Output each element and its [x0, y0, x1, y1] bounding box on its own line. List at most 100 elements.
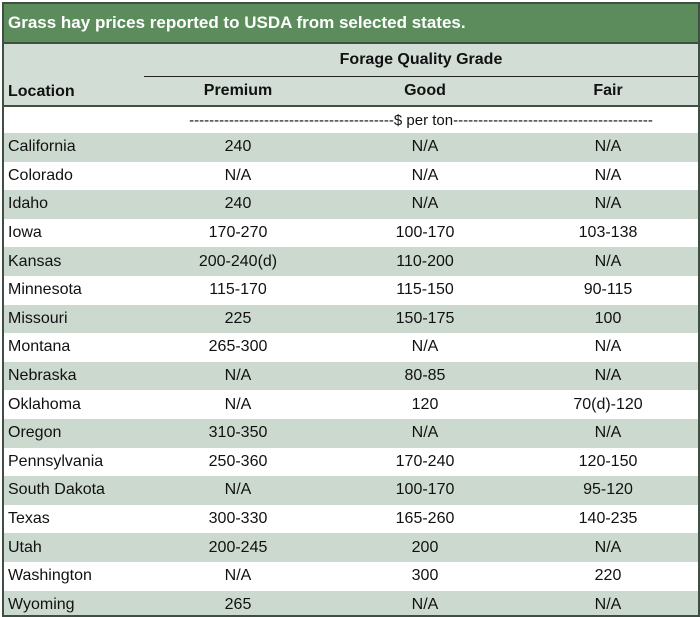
premium-price-cell: N/A [224, 567, 252, 585]
good-price-cell: N/A [411, 195, 439, 213]
location-cell: Oklahoma [8, 395, 81, 413]
table-row: Pennsylvania 250-360 170-240 120-150 [4, 447, 698, 477]
good-price-cell: 300 [411, 567, 439, 585]
good-price-cell: 200 [411, 538, 439, 556]
table-row: Colorado N/A N/A N/A [4, 161, 698, 191]
good-price-cell: 170-240 [395, 452, 455, 470]
good-price-cell: 150-175 [395, 309, 455, 327]
table-row: Minnesota 115-170 115-150 90-115 [4, 275, 698, 305]
table-row: Kansas 200-240(d) 110-200 N/A [4, 247, 698, 276]
good-price-cell: 80-85 [404, 367, 446, 385]
premium-price-cell: 250-360 [208, 452, 268, 470]
good-price-cell: 100-170 [395, 481, 455, 499]
location-cell: Washington [8, 567, 92, 585]
fair-price-cell: N/A [594, 338, 622, 356]
table-title: Grass hay prices reported to USDA from s… [4, 4, 698, 44]
table-body: California 240 N/A N/A Colorado N/A N/A N/A Idah… [4, 133, 698, 615]
location-cell: Minnesota [8, 281, 82, 299]
good-price-cell: N/A [411, 166, 439, 184]
location-cell: Colorado [8, 166, 73, 184]
location-cell: Utah [8, 538, 42, 556]
premium-price-cell: 170-270 [208, 224, 268, 242]
premium-price-cell: 115-170 [209, 281, 267, 299]
fair-price-cell: 103-138 [578, 224, 638, 242]
fair-price-cell: 120-150 [578, 452, 638, 470]
fair-price-cell: N/A [594, 138, 622, 156]
header-spacer [4, 44, 144, 76]
fair-column-header: Fair [593, 81, 623, 99]
location-cell: Wyoming [8, 595, 75, 613]
good-price-cell: N/A [411, 138, 439, 156]
units-spacer [4, 106, 144, 133]
header-group-row: Forage Quality Grade [4, 44, 698, 77]
premium-price-cell: 265-300 [208, 338, 268, 356]
table-row: Iowa 170-270 100-170 103-138 [4, 218, 698, 248]
fair-price-cell: N/A [594, 367, 622, 385]
premium-price-cell: 300-330 [208, 510, 268, 528]
premium-price-cell: 240 [224, 195, 252, 213]
units-label: ----------------------------------------… [189, 111, 653, 129]
premium-price-cell: N/A [224, 367, 252, 385]
good-price-cell: 120 [411, 395, 439, 413]
table-row: Oregon 310-350 N/A N/A [4, 418, 698, 448]
fair-price-cell: N/A [594, 195, 622, 213]
good-price-cell: N/A [411, 424, 439, 442]
fair-price-cell: N/A [594, 538, 622, 556]
table-row: Missouri 225 150-175 100 [4, 304, 698, 334]
hay-price-table: Forage Quality Grade Location Premium Go… [4, 44, 698, 615]
location-cell: California [8, 138, 76, 156]
good-price-cell: N/A [411, 595, 439, 613]
table-row: Utah 200-245 200 N/A [4, 533, 698, 562]
location-cell: South Dakota [8, 481, 105, 499]
premium-price-cell: 265 [224, 595, 252, 613]
premium-price-cell: N/A [224, 395, 252, 413]
good-price-cell: 110-200 [396, 252, 454, 270]
premium-price-cell: 200-245 [208, 538, 268, 556]
location-cell: Nebraska [8, 367, 77, 385]
location-cell: Montana [8, 338, 71, 356]
fair-price-cell: N/A [594, 252, 622, 270]
forage-quality-grade-header: Forage Quality Grade [144, 44, 698, 77]
good-price-cell: 115-150 [396, 281, 454, 299]
units-row: ----------------------------------------… [4, 106, 698, 133]
good-price-cell: N/A [411, 338, 439, 356]
location-cell: Texas [8, 510, 50, 528]
fair-price-cell: 70(d)-120 [573, 395, 643, 413]
table-row: Nebraska N/A 80-85 N/A [4, 361, 698, 391]
good-column-header: Good [404, 81, 446, 99]
location-cell: Missouri [8, 309, 68, 327]
good-price-cell: 165-260 [395, 510, 455, 528]
location-cell: Idaho [8, 195, 49, 213]
good-price-cell: 100-170 [395, 224, 455, 242]
premium-price-cell: 240 [224, 138, 252, 156]
premium-price-cell: 310-350 [208, 424, 268, 442]
premium-price-cell: 200-240(d) [198, 252, 278, 270]
table-row: Idaho 240 N/A N/A [4, 190, 698, 219]
fair-price-cell: N/A [594, 424, 622, 442]
fair-price-cell: 90-115 [583, 281, 633, 299]
location-cell: Iowa [8, 224, 42, 242]
fair-price-cell: N/A [594, 595, 622, 613]
location-cell: Kansas [8, 252, 62, 270]
premium-price-cell: 225 [224, 309, 252, 327]
fair-price-cell: N/A [594, 166, 622, 184]
location-cell: Oregon [8, 424, 62, 442]
table-row: Wyoming 265 N/A N/A [4, 590, 698, 615]
premium-price-cell: N/A [224, 481, 252, 499]
table-row: California 240 N/A N/A [4, 133, 698, 162]
table-row: Washington N/A 300 220 [4, 561, 698, 591]
fair-price-cell: 140-235 [578, 510, 638, 528]
fair-price-cell: 100 [594, 309, 622, 327]
fair-price-cell: 95-120 [583, 481, 633, 499]
header-columns-row: Location Premium Good Fair [4, 76, 698, 106]
table-row: South Dakota N/A 100-170 95-120 [4, 476, 698, 505]
table-row: Montana 265-300 N/A N/A [4, 333, 698, 362]
table-row: Oklahoma N/A 120 70(d)-120 [4, 390, 698, 419]
fair-price-cell: 220 [594, 567, 622, 585]
premium-column-header: Premium [203, 81, 273, 99]
premium-price-cell: N/A [224, 166, 252, 184]
location-cell: Pennsylvania [8, 452, 104, 470]
table-row: Texas 300-330 165-260 140-235 [4, 504, 698, 534]
location-column-header: Location [8, 83, 75, 100]
